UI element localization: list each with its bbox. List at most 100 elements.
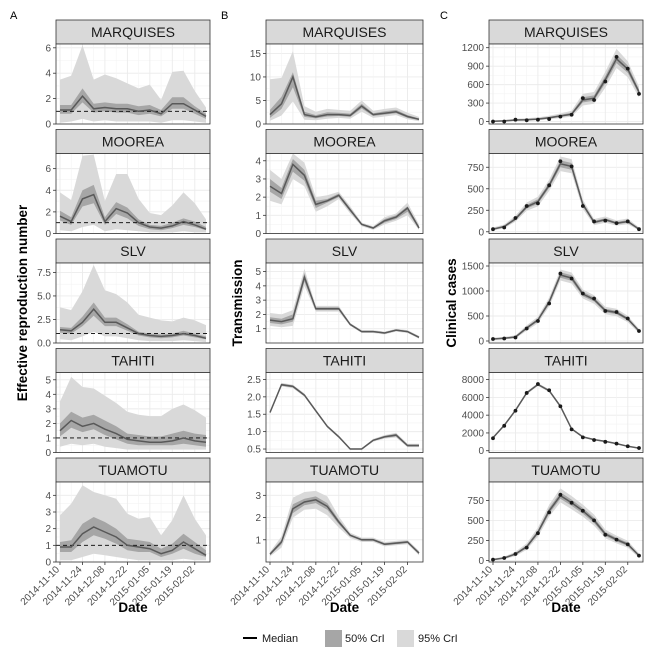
observed-point [547,117,552,121]
observed-point [524,326,529,331]
observed-point [502,119,507,124]
facet-title: MARQUISES [91,24,175,40]
observed-point [558,404,563,409]
y-tick-label: 0.5 [247,445,261,456]
facet-title: SLV [332,243,358,259]
y-tick-label: 750 [467,496,484,507]
facet-B-slv: SLV 1 2 3 4 5 [255,238,424,344]
facet-strip [488,348,644,373]
y-tick-label: 7.5 [37,268,51,279]
y-tick-label: 2 [255,513,261,524]
y-tick-label: 1200 [462,43,485,54]
observed-point [580,204,585,208]
observed-point [614,537,619,542]
y-tick-label: 6000 [462,393,485,404]
median-line [492,383,640,449]
facet-B-moorea: MOOREA 0 1 2 3 4 [255,129,424,240]
y-tick-label: 1000 [462,287,485,298]
legend: Median 50% CrI 95% CrI [243,630,458,647]
y-tick-label: 15 [250,49,262,60]
y-axis-label-B: Transmission [230,259,245,346]
median-line [492,162,640,230]
facet-strip [55,348,211,373]
ci95-band [270,490,419,557]
y-tick-label: 2.5 [37,315,51,326]
observed-point [580,508,585,513]
observed-point [547,183,552,188]
observed-point [513,408,518,413]
x-axis-label: Date [551,600,581,615]
observed-point [491,436,495,441]
observed-point [491,119,495,124]
observed-point [502,556,507,560]
y-tick-label: 0 [45,229,51,240]
observed-point [513,117,518,122]
y-tick-label: 2.0 [247,392,261,403]
facet-strip [55,457,211,483]
panel-letter-C: C [440,10,448,22]
observed-point [569,276,574,281]
y-tick-label: 750 [467,163,484,174]
x-axis-label: Date [118,600,148,615]
facet-C-slv: SLV 0 500 1000 1500 [462,238,644,348]
observed-point [603,218,608,223]
facet-strip [488,19,644,45]
observed-point [603,532,608,537]
observed-point [536,201,540,206]
facet-strip [55,129,211,154]
observed-point [637,329,641,333]
plot-border [55,153,211,234]
observed-point [614,441,619,446]
observed-point [558,492,563,497]
observed-point [502,225,507,230]
observed-point [491,337,495,341]
facet-title: MARQUISES [302,24,386,40]
y-tick-label: 250 [467,536,484,547]
y-tick-label: 0 [478,337,484,348]
median-line [269,163,420,229]
observed-point [491,227,495,232]
facet-strip [265,238,424,264]
observed-point [536,319,540,323]
observed-point [536,117,540,122]
y-tick-label: 4 [45,69,51,80]
ci50-band [60,517,206,557]
panel-letter-B: B [221,10,228,22]
y-tick-label: 4000 [462,411,485,422]
y-tick-label: 250 [467,206,484,217]
observed-point [603,309,608,313]
legend-ci50-label: 50% CrI [345,633,385,645]
y-tick-label: 4 [255,281,261,292]
observed-point [614,310,619,314]
facet-strip [265,457,424,483]
ci95-band [60,154,206,233]
y-tick-label: 8000 [462,375,485,386]
y-tick-label: 5 [255,96,261,107]
ci50-band [60,184,206,231]
facet-title: TUAMOTU [531,462,600,478]
plot-border [55,481,211,563]
y-tick-label: 1 [255,535,261,546]
plot-border [488,262,644,344]
observed-point [491,557,495,562]
y-tick-label: 0 [478,556,484,567]
y-tick-label: 2 [45,419,51,430]
y-tick-label: 1.5 [247,410,261,421]
observed-point [558,271,563,276]
legend-ci50-key [325,630,342,647]
facet-A-moorea: MOOREA 0 2 4 6 [45,129,211,240]
y-tick-label: 4 [45,186,51,197]
y-tick-label: 3 [255,174,261,185]
facet-C-marquises: MARQUISES 0 300 600 900 1200 [462,19,644,128]
median-line [60,94,207,118]
facet-C-moorea: MOOREA 0 250 500 750 [467,129,644,238]
y-tick-label: 5.0 [37,291,51,302]
y-tick-label: 0 [45,558,51,569]
facet-strip [488,129,644,154]
y-tick-label: 2 [255,193,261,204]
facet-A-marquises: MARQUISES 0 2 4 6 [45,19,211,131]
observed-point [592,219,596,224]
facet-B-tuamotu: TUAMOTU1232014-11-102014-11-242014-12-08… [229,457,424,615]
observed-point [603,439,608,444]
y-tick-label: 0 [478,227,484,238]
